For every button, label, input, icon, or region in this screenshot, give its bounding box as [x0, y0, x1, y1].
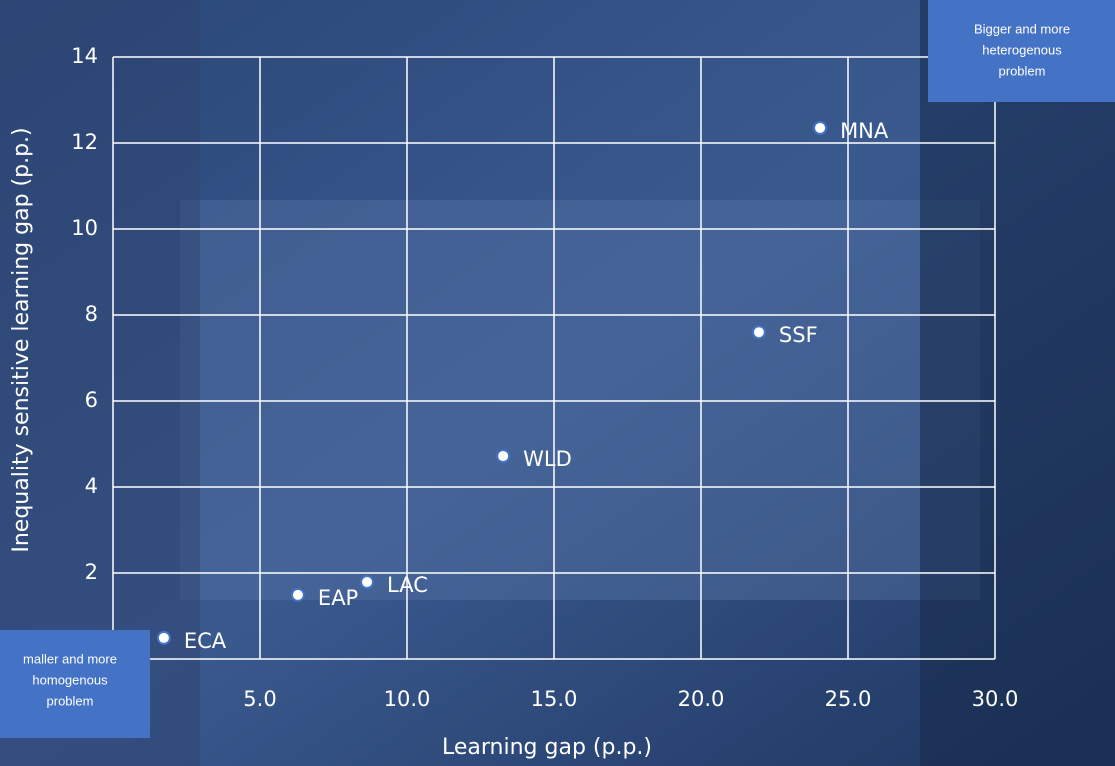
- point-label: EAP: [318, 586, 358, 610]
- annotation-text: problem: [47, 693, 94, 708]
- x-axis-label: Learning gap (p.p.): [442, 735, 652, 760]
- x-tick-label: 5.0: [243, 687, 276, 711]
- annotation-text: homogenous: [32, 672, 108, 687]
- point: [751, 325, 766, 340]
- point-label: WLD: [523, 447, 572, 471]
- background-shape: [920, 0, 1115, 766]
- point-label: LAC: [387, 573, 428, 597]
- annotation-text: maller and more: [23, 651, 117, 666]
- annotation-box: [928, 0, 1115, 102]
- y-tick-label: 6: [85, 388, 98, 412]
- y-tick-label: 12: [71, 130, 98, 154]
- x-tick-label: 20.0: [678, 687, 725, 711]
- y-axis-label: Inequality sensitive learning gap (p.p.): [9, 127, 34, 552]
- y-tick-label: 10: [71, 216, 98, 240]
- y-tick-label: 14: [71, 44, 98, 68]
- y-tick-label: 4: [85, 474, 98, 498]
- point: [156, 630, 171, 645]
- annotation-text: Bigger and more: [974, 21, 1070, 36]
- point-label: ECA: [184, 629, 227, 653]
- annotation-box: [0, 630, 150, 738]
- x-tick-label: 30.0: [972, 687, 1019, 711]
- point-label: SSF: [779, 323, 818, 347]
- background-shape: [180, 200, 980, 600]
- point-label: MNA: [840, 119, 889, 143]
- point: [360, 575, 375, 590]
- x-tick-label: 25.0: [825, 687, 872, 711]
- point: [813, 120, 828, 135]
- y-tick-label: 8: [85, 302, 98, 326]
- point: [290, 587, 305, 602]
- x-tick-label: 10.0: [384, 687, 431, 711]
- point: [496, 449, 511, 464]
- x-tick-label: 15.0: [531, 687, 578, 711]
- y-tick-label: 2: [85, 560, 98, 584]
- annotation-text: problem: [999, 63, 1046, 78]
- annotation-text: heterogenous: [982, 42, 1062, 57]
